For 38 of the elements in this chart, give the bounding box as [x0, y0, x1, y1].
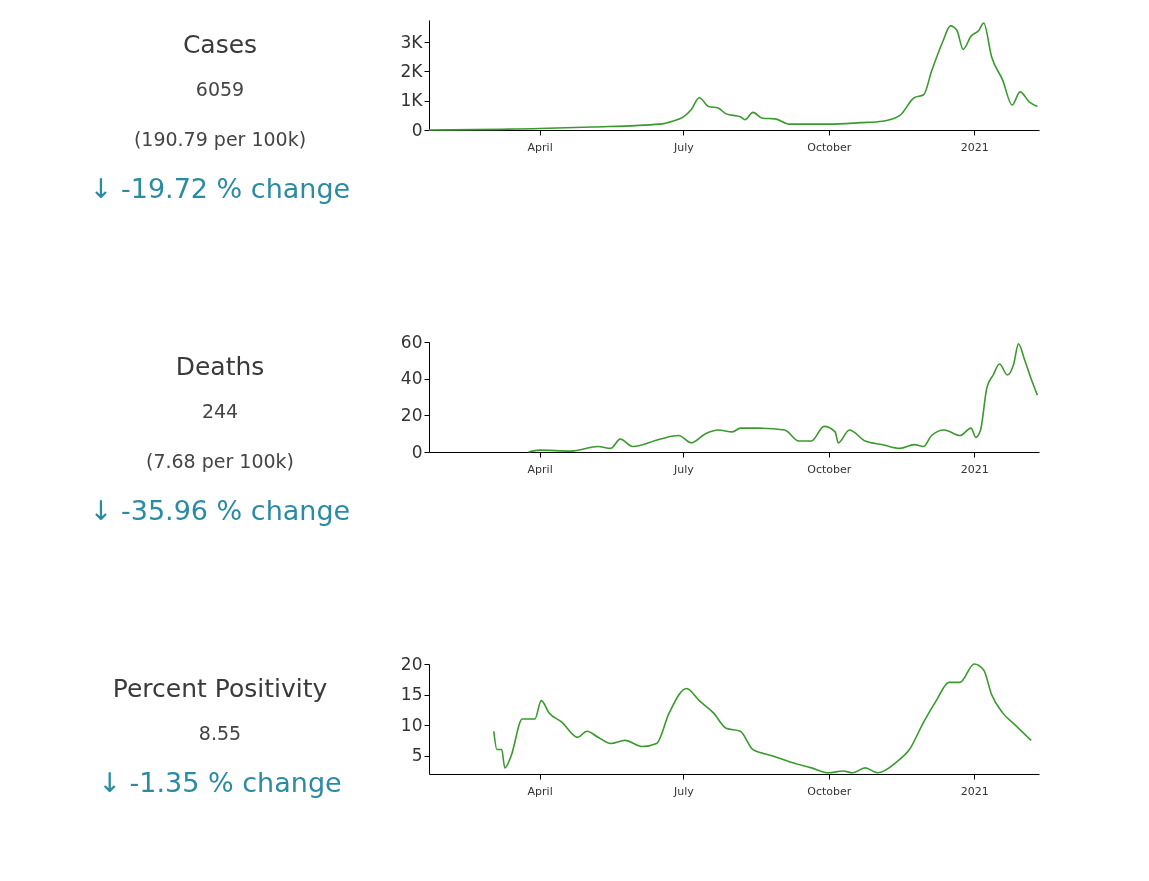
x-tick-label: April [527, 140, 553, 154]
text: Cases [182, 30, 258, 59]
line-series [428, 22, 1039, 131]
x-tick-label: July [673, 462, 695, 476]
y-tick-label: 0 [411, 441, 423, 462]
y-tick-label: 0 [411, 119, 423, 140]
y-tick-label: 40 [400, 368, 423, 389]
text: ↓ -1.35 % change [98, 767, 342, 798]
text: Percent Positivity [112, 674, 328, 703]
y-tick-label: 10 [400, 714, 423, 735]
text: (190.79 per 100k) [133, 128, 307, 150]
text: 244 [201, 400, 239, 422]
text: ↓ -35.96 % change [89, 495, 351, 526]
y-tick-label: 3K [400, 31, 424, 52]
y-tick-label: 20 [400, 404, 423, 425]
x-tick-label: April [527, 784, 553, 798]
x-tick-label: October [807, 462, 852, 476]
x-tick-label: 2021 [960, 784, 989, 798]
text: 8.55 [198, 722, 242, 744]
x-tick-label: 2021 [960, 140, 989, 154]
y-tick-label: 5 [411, 745, 423, 766]
x-tick-label: April [527, 462, 553, 476]
x-tick-label: 2021 [960, 462, 989, 476]
x-tick-label: October [807, 140, 852, 154]
x-tick-label: July [673, 140, 695, 154]
y-tick-label: 20 [400, 653, 423, 674]
text: Deaths [175, 352, 265, 381]
line-series [527, 343, 1039, 453]
y-tick-label: 15 [400, 684, 423, 705]
text: ↓ -19.72 % change [89, 173, 351, 204]
text: (7.68 per 100k) [145, 450, 295, 472]
x-tick-label: October [807, 784, 852, 798]
x-tick-label: July [673, 784, 695, 798]
text: 6059 [195, 78, 245, 100]
y-tick-label: 60 [400, 331, 423, 352]
y-tick-label: 1K [400, 90, 424, 111]
y-tick-label: 2K [400, 60, 424, 81]
line-series [492, 663, 1032, 774]
